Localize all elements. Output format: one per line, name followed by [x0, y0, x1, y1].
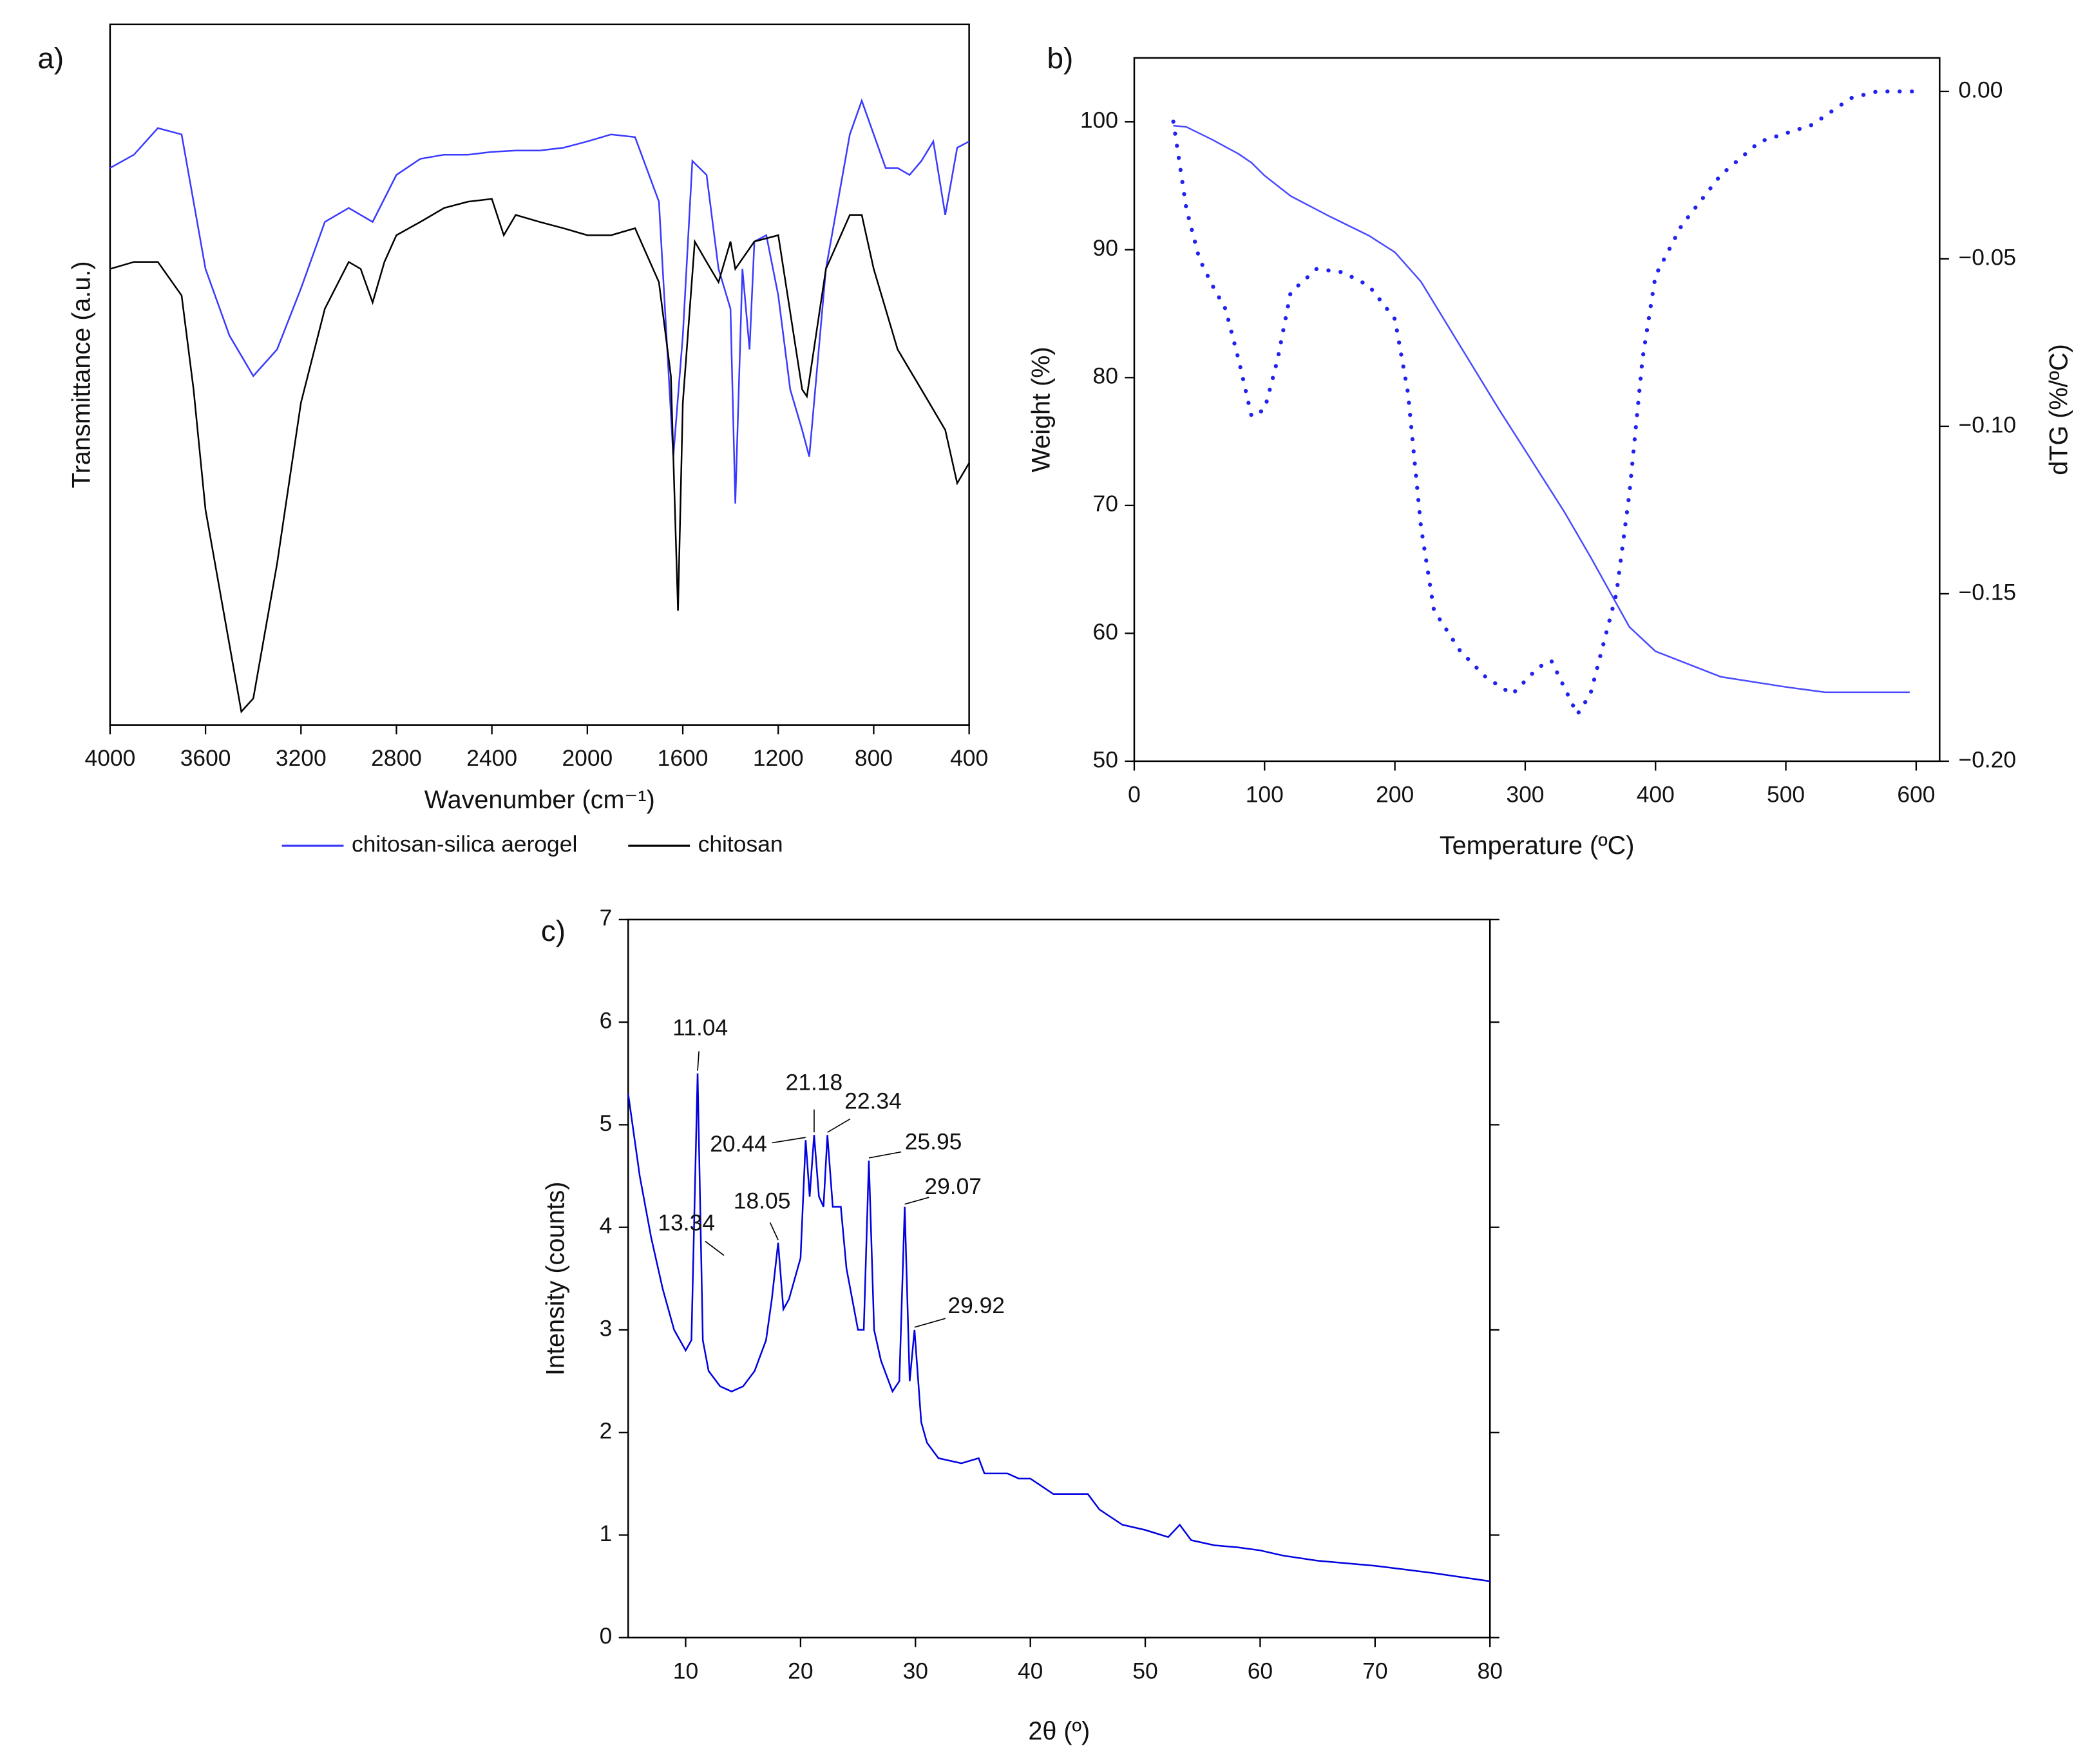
data-line — [1173, 124, 1910, 694]
x-tick-label: 4000 — [85, 745, 136, 771]
data-line — [109, 98, 970, 504]
x-tick-label: 30 — [903, 1658, 928, 1683]
y-axis-label: Transmittance (a.u.) — [68, 261, 96, 488]
plot-frame — [1133, 57, 1941, 763]
legend-label: chitosan — [698, 831, 783, 857]
x-tick-label: 800 — [855, 745, 893, 771]
annotation-leader — [868, 1151, 902, 1159]
annotation-leader — [904, 1197, 929, 1205]
x-axis-label: 2θ (º) — [1028, 1717, 1090, 1745]
x-tick-label: 500 — [1767, 781, 1805, 807]
annotation: 18.05 — [734, 1188, 791, 1213]
y-axis-label: Weight (%) — [1027, 346, 1056, 472]
panel-label: c) — [541, 915, 566, 947]
y2-axis-label: dTG (%/ºC) — [2044, 344, 2073, 475]
y-tick-label: 5 — [600, 1110, 613, 1136]
y-tick-label: 6 — [600, 1007, 613, 1033]
y-tick-label: 1 — [600, 1521, 613, 1546]
annotation: 20.44 — [710, 1131, 767, 1157]
x-tick-label: 60 — [1248, 1658, 1273, 1683]
x-tick-label: 600 — [1897, 781, 1935, 807]
y2-tick-label: −0.05 — [1959, 244, 2017, 270]
x-tick-label: 400 — [950, 745, 988, 771]
y-tick-label: 7 — [600, 905, 613, 931]
x-tick-label: 200 — [1376, 781, 1414, 807]
y-tick-label: 3 — [600, 1315, 613, 1341]
data-line — [109, 198, 970, 714]
data-line — [627, 1073, 1490, 1582]
x-tick-label: 100 — [1246, 781, 1284, 807]
data-line — [1171, 89, 1918, 719]
x-tick-label: 80 — [1478, 1658, 1503, 1683]
y-tick-label: 100 — [1080, 108, 1118, 133]
x-tick-label: 3200 — [276, 745, 327, 771]
annotation: 21.18 — [786, 1069, 843, 1095]
panel-label: b) — [1047, 42, 1074, 75]
x-tick-label: 3600 — [180, 745, 231, 771]
legend-label: chitosan-silica aerogel — [352, 831, 577, 857]
x-tick-label: 2000 — [562, 745, 613, 771]
annotation-leader — [697, 1051, 700, 1071]
y-tick-label: 80 — [1093, 363, 1118, 389]
annotation: 11.04 — [672, 1014, 728, 1040]
panel-label: a) — [37, 42, 64, 75]
x-tick-label: 400 — [1637, 781, 1675, 807]
x-tick-label: 70 — [1362, 1658, 1387, 1683]
x-axis-label: Wavenumber (cm⁻¹) — [424, 786, 655, 814]
x-tick-label: 1600 — [658, 745, 709, 771]
x-tick-label: 2800 — [371, 745, 422, 771]
y-tick-label: 0 — [600, 1623, 613, 1649]
y-tick-label: 2 — [600, 1418, 613, 1444]
annotation: 29.07 — [924, 1173, 982, 1199]
x-tick-label: 10 — [673, 1658, 698, 1683]
plot-frame — [109, 23, 970, 726]
x-tick-label: 0 — [1128, 781, 1141, 807]
annotation-leader — [772, 1137, 806, 1144]
y-tick-label: 60 — [1093, 619, 1118, 645]
annotation-leader — [705, 1240, 725, 1256]
plot-frame — [627, 918, 1491, 1639]
annotation: 29.92 — [947, 1293, 1005, 1318]
y-tick-label: 90 — [1093, 235, 1118, 261]
y2-tick-label: −0.20 — [1959, 746, 2017, 772]
y-tick-label: 50 — [1093, 746, 1118, 772]
y2-tick-label: −0.15 — [1959, 579, 2017, 605]
annotation: 25.95 — [905, 1128, 962, 1154]
y2-tick-label: −0.10 — [1959, 412, 2017, 437]
x-tick-label: 50 — [1132, 1658, 1157, 1683]
x-tick-label: 40 — [1018, 1658, 1043, 1683]
x-tick-label: 300 — [1506, 781, 1544, 807]
annotation-leader — [914, 1318, 946, 1328]
annotation: 22.34 — [844, 1088, 902, 1114]
y-tick-label: 4 — [600, 1213, 613, 1238]
x-axis-label: Temperature (ºC) — [1440, 831, 1635, 860]
y-axis-label: Intensity (counts) — [541, 1182, 569, 1376]
annotation-leader — [769, 1222, 779, 1240]
x-tick-label: 2400 — [466, 745, 517, 771]
annotation-leader — [827, 1118, 851, 1133]
x-tick-label: 1200 — [753, 745, 804, 771]
annotation: 13.34 — [658, 1210, 715, 1236]
x-tick-label: 20 — [788, 1658, 813, 1683]
y-tick-label: 70 — [1093, 491, 1118, 517]
y2-tick-label: 0.00 — [1959, 77, 2003, 102]
